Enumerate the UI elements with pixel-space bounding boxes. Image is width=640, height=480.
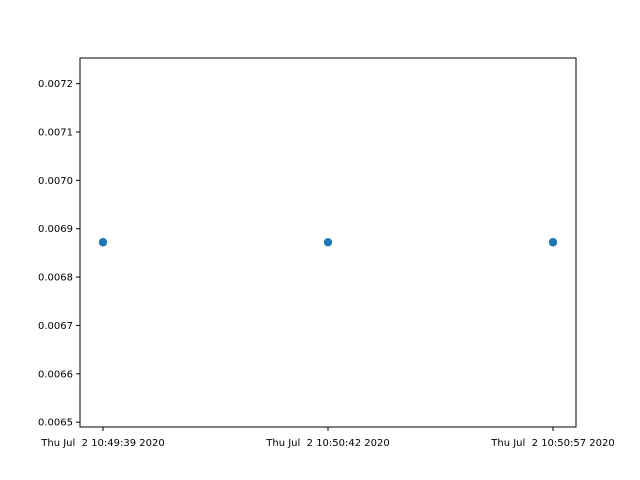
x-tick-label: Thu Jul 2 10:50:42 2020	[265, 438, 389, 449]
y-tick-label: 0.0071	[38, 127, 73, 138]
data-point	[323, 238, 333, 247]
data-point	[98, 238, 108, 247]
x-tick-label: Thu Jul 2 10:49:39 2020	[40, 438, 164, 449]
y-tick-label: 0.0065	[38, 418, 73, 429]
y-axis: 0.0065 0.0066 0.0067 0.0068 0.0069 0.0070 0.00…	[38, 79, 80, 429]
y-tick-label: 0.0069	[38, 224, 73, 235]
y-tick-label: 0.0070	[38, 176, 73, 187]
y-tick-label: 0.0068	[38, 273, 73, 284]
x-axis: Thu Jul 2 10:49:39 2020 Thu Jul 2 10:50:4…	[40, 427, 615, 449]
y-tick-label: 0.0072	[38, 79, 73, 90]
data-points	[98, 238, 558, 247]
data-point	[548, 238, 558, 247]
x-tick-label: Thu Jul 2 10:50:57 2020	[490, 438, 614, 449]
y-tick-label: 0.0066	[38, 369, 73, 380]
y-tick-label: 0.0067	[38, 321, 73, 332]
